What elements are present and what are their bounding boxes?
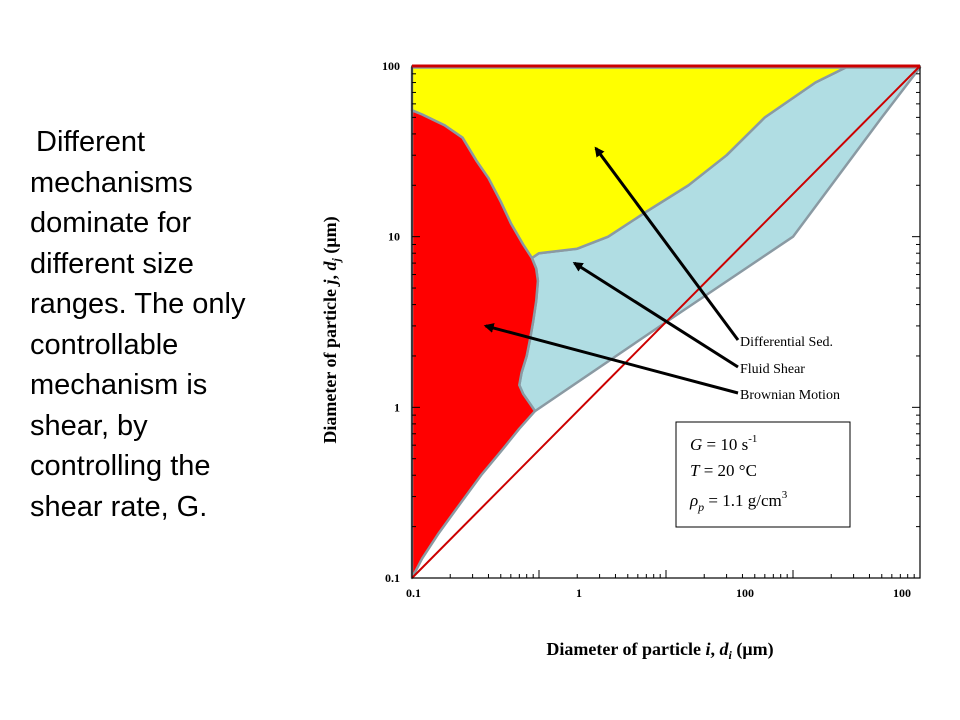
y-axis-title-sub: j bbox=[329, 257, 343, 263]
ticks-layer bbox=[411, 73, 920, 579]
param-temperature-sym: T bbox=[690, 461, 701, 480]
y-axis-title-var: j bbox=[320, 278, 340, 287]
y-axis-title-pre: Diameter of particle bbox=[320, 284, 340, 443]
slide-text-line: shear, by bbox=[30, 409, 148, 442]
parameters-box: G = 10 s-1 T = 20 °C ρp = 1.1 g/cm3 bbox=[675, 421, 851, 528]
x-axis-title-sym: d bbox=[720, 639, 730, 659]
slide-text-line: shear rate, G. bbox=[30, 490, 208, 523]
x-axis-title-comma: , bbox=[711, 639, 720, 659]
x-axis-title-var: i bbox=[706, 639, 711, 659]
x-tick-label: 1 bbox=[576, 586, 582, 600]
label-fluid-shear: Fluid Shear bbox=[740, 362, 805, 377]
param-temperature-eq: = 20 °C bbox=[699, 461, 756, 480]
y-axis-title-comma: , bbox=[320, 270, 340, 279]
region-brownian-motion bbox=[410, 109, 540, 580]
slide-text: Different mechanisms dominate for differ… bbox=[30, 122, 320, 527]
x-axis-title-unit: (μm) bbox=[732, 639, 774, 660]
param-density-eq: = 1.1 g/cm bbox=[704, 491, 782, 510]
param-temperature: T = 20 °C bbox=[690, 461, 757, 480]
arrow-brownian-motion bbox=[483, 323, 739, 395]
parameters-box-frame bbox=[675, 421, 851, 528]
y-tick-label: 0.1 bbox=[385, 571, 400, 585]
x-tick-label: 0.1 bbox=[406, 586, 421, 600]
regions-layer bbox=[410, 66, 922, 580]
param-shear-rate-sup: -1 bbox=[748, 433, 757, 445]
arrow-differential-sed bbox=[594, 146, 740, 341]
slide-text-line: Different bbox=[36, 126, 146, 158]
y-axis-title: Diameter of particle j, dj (μm) bbox=[320, 216, 343, 443]
x-axis-title: Diameter of particle i, di (μm) bbox=[546, 639, 773, 662]
param-density: ρp = 1.1 g/cm3 bbox=[689, 489, 788, 514]
y-axis-title-sym: d bbox=[320, 260, 340, 270]
slide-text-line: ranges. The only bbox=[30, 288, 246, 320]
y-axis-title-unit: (μm) bbox=[320, 216, 341, 258]
x-tick-label: 100 bbox=[736, 586, 754, 600]
label-differential-sed: Differential Sed. bbox=[740, 335, 833, 350]
slide-text-line: mechanisms bbox=[30, 166, 193, 199]
param-density-sup: 3 bbox=[782, 489, 788, 501]
tick-labels-layer: 0.1 1 100 100 0.1 1 10 100 bbox=[382, 59, 911, 600]
y-tick-label: 100 bbox=[382, 59, 400, 73]
slide-text-line: dominate for bbox=[30, 207, 192, 239]
x-axis-title-pre: Diameter of particle bbox=[546, 639, 705, 659]
slide-text-line: mechanism is bbox=[30, 369, 208, 401]
annotations-layer: Differential Sed. Fluid Shear Brownian Mot… bbox=[483, 146, 840, 403]
param-density-sym: ρ bbox=[689, 491, 698, 510]
param-shear-rate-sym: G bbox=[690, 435, 702, 454]
arrow-fluid-shear bbox=[572, 261, 739, 369]
x-axis-title-sub: i bbox=[729, 648, 733, 662]
label-brownian-motion: Brownian Motion bbox=[740, 388, 840, 403]
param-density-sub: p bbox=[697, 500, 704, 514]
param-shear-rate-eq: = 10 s bbox=[702, 435, 748, 454]
slide-text-line: controlling the bbox=[30, 450, 211, 482]
x-tick-label: 100 bbox=[893, 586, 911, 600]
y-tick-label: 10 bbox=[388, 230, 400, 244]
slide-text-line: different size bbox=[30, 247, 194, 280]
param-shear-rate: G = 10 s-1 bbox=[690, 433, 757, 454]
slide-text-line: controllable bbox=[30, 328, 179, 361]
y-tick-label: 1 bbox=[394, 400, 400, 414]
